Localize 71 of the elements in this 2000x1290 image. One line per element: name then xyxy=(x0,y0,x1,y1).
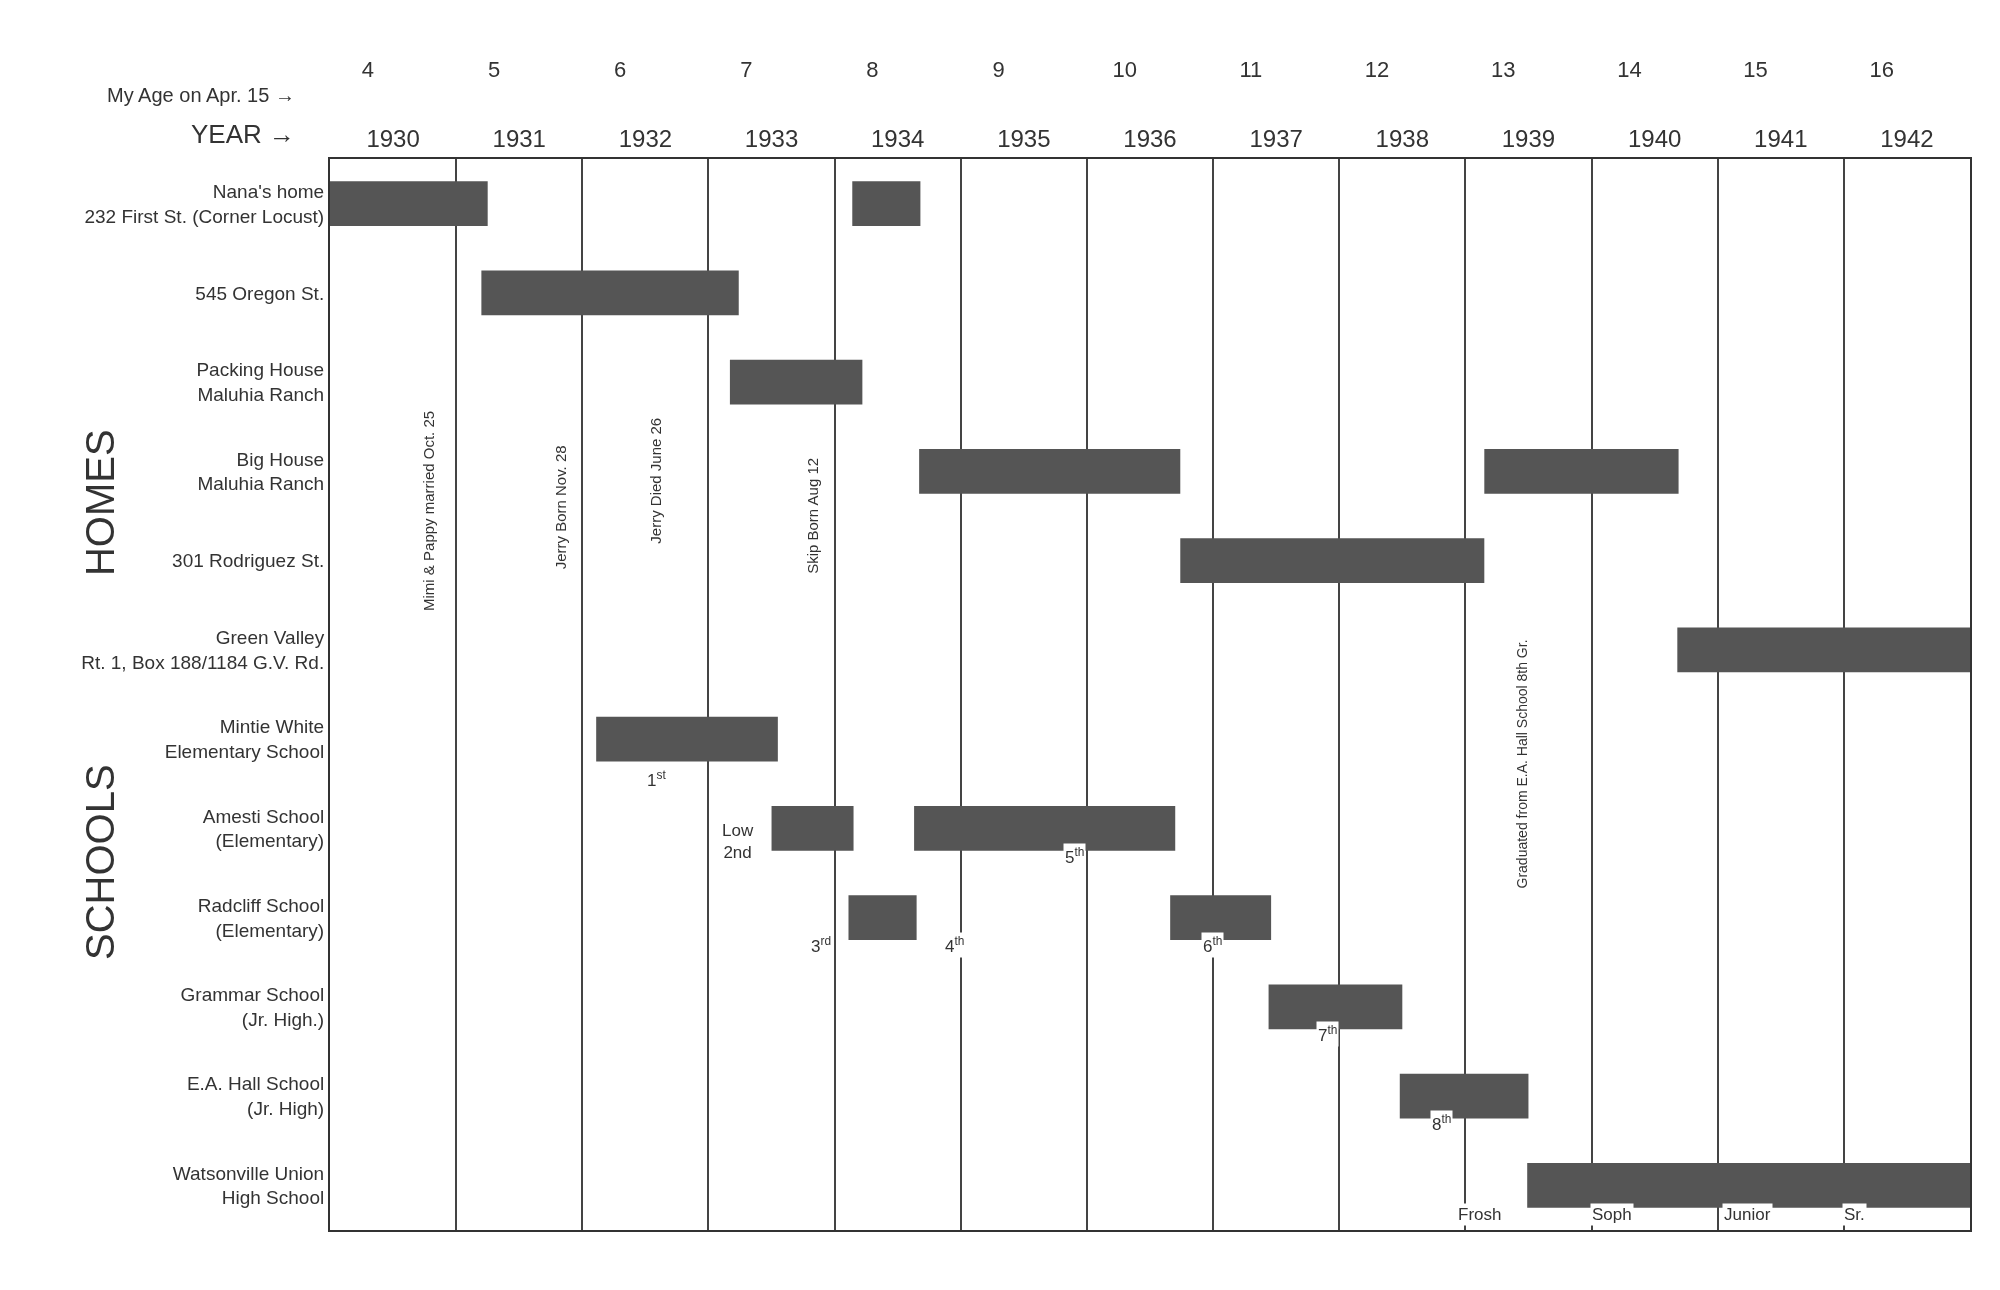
y-tick-label: 301 Rodriguez St. xyxy=(172,550,325,572)
y-tick-label: Amesti School (Elementary) xyxy=(202,805,325,852)
x2-tick-label: 9 xyxy=(992,57,1005,83)
x2-tick-label: 6 xyxy=(614,57,627,83)
bar xyxy=(1180,538,1485,583)
annotation: Skip Born Aug 12 xyxy=(803,457,821,574)
y-tick-label: Packing House Maluhia Ranch xyxy=(196,359,325,406)
x-tick-label: 1936 xyxy=(1123,125,1177,153)
bar xyxy=(481,270,739,316)
annotation: 8$^{th}$ xyxy=(1432,1112,1452,1135)
x-tick-label: 1934 xyxy=(870,125,925,153)
bar xyxy=(596,716,778,762)
annotation: Low 2nd xyxy=(722,821,754,863)
y-tick-label: Radcliff School (Elementary) xyxy=(197,894,325,941)
annotation: Sr. xyxy=(1844,1205,1865,1224)
x-tick-label: 1933 xyxy=(744,125,799,153)
text: HOMES xyxy=(77,429,122,577)
x2-tick-label: 12 xyxy=(1364,57,1390,83)
x-axis-title: YEAR → xyxy=(191,119,296,149)
annotation: Junior xyxy=(1724,1205,1771,1224)
x2-tick-label: 4 xyxy=(361,57,374,83)
annotation: 6$^{th}$ xyxy=(1203,934,1223,957)
x-tick-label: 1935 xyxy=(997,125,1051,153)
x-tick-label: 1938 xyxy=(1375,125,1430,153)
x-tick-label: 1939 xyxy=(1501,125,1556,153)
annotation: Soph xyxy=(1592,1205,1632,1224)
bar xyxy=(330,181,488,226)
y-tick-label: Grammar School (Jr. High.) xyxy=(180,984,325,1030)
x-tick-label: 1932 xyxy=(618,125,673,153)
x2-axis-title: My Age on Apr. 15 → xyxy=(107,84,295,106)
annotation: 5$^{th}$ xyxy=(1065,845,1085,868)
x2-tick-label: 5 xyxy=(487,57,501,83)
annotation: 3$^{rd}$ xyxy=(811,934,832,957)
x-tick-label: 1940 xyxy=(1627,125,1682,153)
bar xyxy=(1484,449,1679,494)
y-tick-label: Mintie White Elementary School xyxy=(164,716,325,763)
x2-tick-label: 11 xyxy=(1239,57,1263,83)
x2-tick-label: 16 xyxy=(1869,57,1894,83)
annotation: Graduated from E.A. Hall School 8th Gr. xyxy=(1513,639,1530,889)
annotation: 7$^{th}$ xyxy=(1318,1023,1338,1046)
x-tick-label: 1930 xyxy=(366,125,420,153)
x-tick-label: 1931 xyxy=(492,125,546,153)
y-tick-label: 545 Oregon St. xyxy=(195,282,325,304)
x-tick-label: 1937 xyxy=(1249,125,1303,153)
x2-tick-label: 15 xyxy=(1743,57,1768,83)
bar xyxy=(729,359,863,405)
x2-tick-label: 13 xyxy=(1490,57,1516,83)
bar xyxy=(1527,1163,1970,1208)
y-tick-label: E.A. Hall School (Jr. High) xyxy=(186,1073,325,1120)
x2-tick-label: 8 xyxy=(866,57,879,83)
y-tick-label: Green Valley Rt. 1, Box 188/1184 G.V. Rd. xyxy=(81,627,325,673)
y-tick-label: Watsonville Union High School xyxy=(172,1162,325,1209)
annotation: Mimi & Pappy married Oct. 25 xyxy=(420,410,438,611)
bar xyxy=(848,895,917,940)
x2-tick-label: 10 xyxy=(1112,57,1138,83)
annotation: 4$^{th}$ xyxy=(945,934,965,957)
x-tick-label: 1941 xyxy=(1754,125,1808,153)
bar xyxy=(771,806,854,851)
bar xyxy=(919,449,1181,494)
text: SCHOOLS xyxy=(77,764,122,961)
x2-tick-label: 7 xyxy=(740,57,753,83)
x-tick-label: 1942 xyxy=(1880,125,1934,153)
annotation: Frosh xyxy=(1458,1205,1502,1224)
bar xyxy=(1677,627,1970,673)
annotation: 1$^{st}$ xyxy=(647,768,667,791)
annotation: Jerry Died June 26 xyxy=(647,417,665,544)
y-tick-label: Big House Maluhia Ranch xyxy=(197,448,325,495)
bar xyxy=(852,181,921,226)
x2-tick-label: 14 xyxy=(1617,57,1642,83)
y-tick-label: Nana's home 232 First St. (Corner Locust) xyxy=(84,180,325,227)
annotation: Jerry Born Nov. 28 xyxy=(552,445,570,570)
